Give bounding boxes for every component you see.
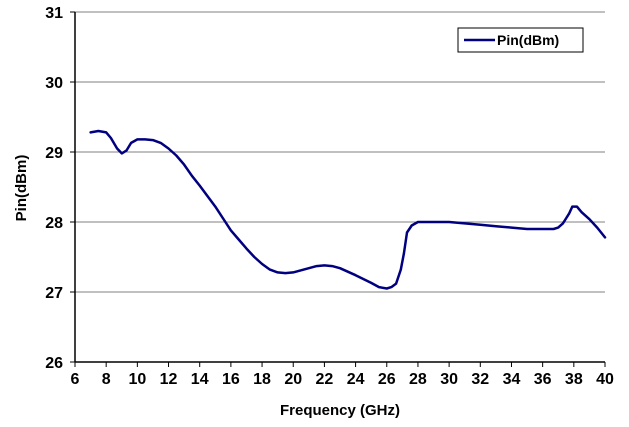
- x-tick-label: 12: [160, 371, 178, 388]
- x-tick-label: 40: [596, 371, 614, 388]
- grid-lines: [75, 11, 605, 293]
- x-axis-title: Frequency (GHz): [280, 402, 400, 419]
- x-tick-label: 32: [471, 371, 489, 388]
- x-tick-label: 6: [71, 371, 80, 388]
- series-line-0: [89, 129, 607, 290]
- legend-series-label: Pin(dBm): [497, 32, 559, 48]
- x-tick-label: 30: [440, 371, 458, 388]
- series-layer: [89, 129, 607, 290]
- y-tick-label: 28: [45, 215, 63, 232]
- y-axis-title: Pin(dBm): [13, 155, 30, 222]
- x-tick-label: 36: [534, 371, 552, 388]
- y-tick-label: 29: [45, 145, 63, 162]
- y-tick-label: 26: [45, 355, 63, 372]
- x-tick-label: 8: [102, 371, 111, 388]
- tick-labels: 26 27 28 29 30 31 6 8 10 12 14 16 18 20 22 24 26 28 30 32 34…: [45, 5, 614, 388]
- x-tick-label: 24: [347, 371, 365, 388]
- x-tick-label: 22: [316, 371, 334, 388]
- x-tick-label: 16: [222, 371, 240, 388]
- x-tick-label: 10: [128, 371, 146, 388]
- y-tick-label: 27: [45, 285, 63, 302]
- x-tick-label: 18: [253, 371, 271, 388]
- x-tick-label: 14: [191, 371, 209, 388]
- y-tick-label: 30: [45, 75, 63, 92]
- x-tick-label: 20: [284, 371, 302, 388]
- x-tick-label: 34: [503, 371, 521, 388]
- legend: Pin(dBm): [457, 27, 584, 53]
- x-tick-label: 28: [409, 371, 427, 388]
- x-tick-label: 38: [565, 371, 583, 388]
- axes: [70, 11, 606, 367]
- x-tick-label: 26: [378, 371, 396, 388]
- y-tick-label: 31: [45, 5, 63, 22]
